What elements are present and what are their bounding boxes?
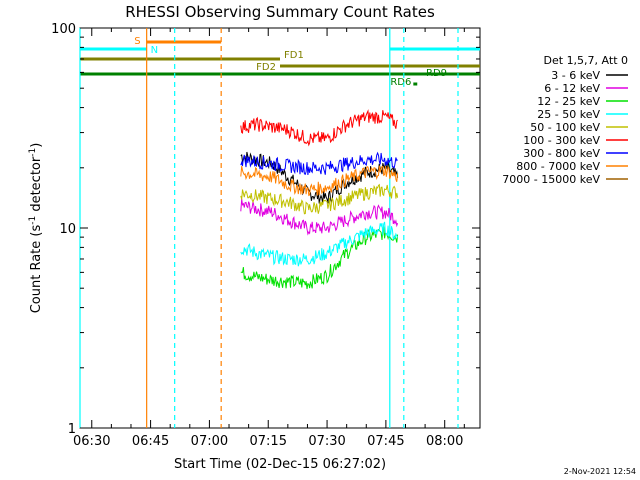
legend-entry-label: 3 - 6 keV — [551, 69, 600, 82]
legend-entry-label: 7000 - 15000 keV — [502, 173, 600, 186]
legend-entry-label: 50 - 100 keV — [530, 121, 600, 134]
y-axis-label-sup-2: -1 — [28, 148, 38, 157]
legend-entry-label: 300 - 800 keV — [523, 147, 600, 160]
x-axis-label: Start Time (02-Dec-15 06:27:02) — [174, 457, 386, 472]
legend-entry-label: 100 - 300 keV — [523, 134, 600, 147]
series-line-7 — [240, 165, 399, 197]
legend-entry-label: 25 - 50 keV — [537, 108, 600, 121]
y-tick-label: 10 — [59, 222, 76, 237]
flag-label-fd2: FD2 — [256, 62, 276, 73]
tick-layer: 06:30 06:45 07:00 07:15 07:30 07:45 08:00 1 10 10… — [51, 22, 480, 449]
flag-label-s: S — [134, 36, 140, 47]
x-tick-label: 07:30 — [308, 434, 345, 449]
series-line-1 — [240, 199, 399, 236]
y-axis-label: Count Rate (s-1 detector-1) — [28, 143, 44, 314]
flag-label-rd6: RD6 — [390, 77, 411, 88]
series-line-6 — [240, 151, 398, 176]
y-axis-label-main: Count Rate (s — [29, 225, 44, 314]
plot-frame — [79, 27, 481, 429]
legend-entry-label: 6 - 12 keV — [544, 82, 600, 95]
x-tick-label: 07:15 — [250, 434, 287, 449]
series-line-3 — [240, 221, 399, 267]
footer-timestamp: 2-Nov-2021 12:54 — [564, 467, 636, 476]
y-axis-label-tail: detector — [29, 156, 44, 216]
flag-label-rd9: RD9 — [426, 68, 447, 79]
flag-layer: SN FD1 FD2 RD6 RD9 — [79, 28, 480, 428]
flag-label-fd1: FD1 — [284, 50, 304, 61]
x-tick-label: 06:45 — [132, 434, 169, 449]
series-line-0 — [240, 151, 399, 204]
series-line-5 — [240, 109, 398, 147]
x-tick-label: 07:00 — [191, 434, 228, 449]
y-axis-label-sup-1: -1 — [28, 216, 38, 225]
chart-title: RHESSI Observing Summary Count Rates — [125, 3, 435, 21]
y-tick-label: 1 — [68, 422, 76, 437]
x-tick-label: 07:45 — [367, 434, 404, 449]
legend-title: Det 1,5,7, Att 0 — [544, 54, 628, 67]
series-line-2 — [240, 226, 399, 290]
flag-label-n: N — [151, 45, 158, 56]
x-tick-label: 08:00 — [426, 434, 463, 449]
series-line-4 — [240, 183, 399, 215]
legend-entry-label: 800 - 7000 keV — [516, 160, 600, 173]
y-axis-label-close: ) — [29, 143, 44, 148]
series-layer — [240, 109, 399, 290]
x-tick-label: 06:30 — [73, 434, 110, 449]
legend-entry-label: 12 - 25 keV — [537, 95, 600, 108]
y-tick-label: 100 — [51, 22, 76, 37]
